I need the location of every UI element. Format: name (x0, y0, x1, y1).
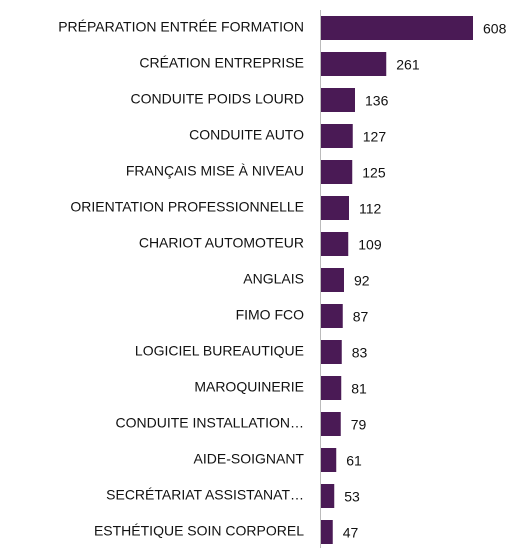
bar (321, 376, 342, 400)
bar (321, 448, 337, 472)
category-label: MAROQUINERIE (194, 379, 304, 395)
data-label: 261 (396, 57, 420, 73)
bar (321, 268, 344, 292)
category-label: CHARIOT AUTOMOTEUR (139, 235, 304, 251)
category-label: SECRÉTARIAT ASSISTANAT… (106, 487, 304, 503)
bar (321, 160, 353, 184)
bar (321, 16, 473, 40)
category-label: CRÉATION ENTREPRISE (139, 55, 304, 71)
bar (321, 304, 343, 328)
data-label: 92 (354, 273, 370, 289)
bar (321, 484, 335, 508)
category-label: ORIENTATION PROFESSIONNELLE (70, 199, 304, 215)
data-label: 53 (344, 489, 360, 505)
data-label: 83 (352, 345, 368, 361)
bar (321, 52, 387, 76)
bar (321, 88, 355, 112)
data-label: 61 (346, 453, 362, 469)
data-label: 81 (351, 381, 367, 397)
category-label: CONDUITE AUTO (189, 127, 304, 143)
data-label: 79 (351, 417, 367, 433)
category-label: CONDUITE POIDS LOURD (131, 91, 304, 107)
data-label: 87 (353, 309, 369, 325)
category-label: PRÉPARATION ENTRÉE FORMATION (58, 19, 304, 35)
category-label: ANGLAIS (243, 271, 304, 287)
category-label: AIDE-SOIGNANT (194, 451, 305, 467)
bar (321, 196, 349, 220)
data-label: 112 (359, 201, 382, 217)
data-label: 125 (362, 165, 386, 181)
data-label: 109 (358, 237, 382, 253)
category-label: ESTHÉTIQUE SOIN CORPOREL (94, 523, 304, 539)
category-label: LOGICIEL BUREAUTIQUE (135, 343, 304, 359)
bar (321, 340, 342, 364)
bar (321, 520, 333, 544)
data-label: 608 (483, 21, 507, 37)
bar (321, 232, 349, 256)
data-label: 47 (343, 525, 359, 541)
data-label: 136 (365, 93, 389, 109)
bar (321, 412, 341, 436)
category-label: FRANÇAIS MISE À NIVEAU (126, 163, 304, 179)
category-label: FIMO FCO (236, 307, 305, 323)
category-label: CONDUITE INSTALLATION… (115, 415, 304, 431)
bar (321, 124, 353, 148)
data-label: 127 (363, 129, 387, 145)
